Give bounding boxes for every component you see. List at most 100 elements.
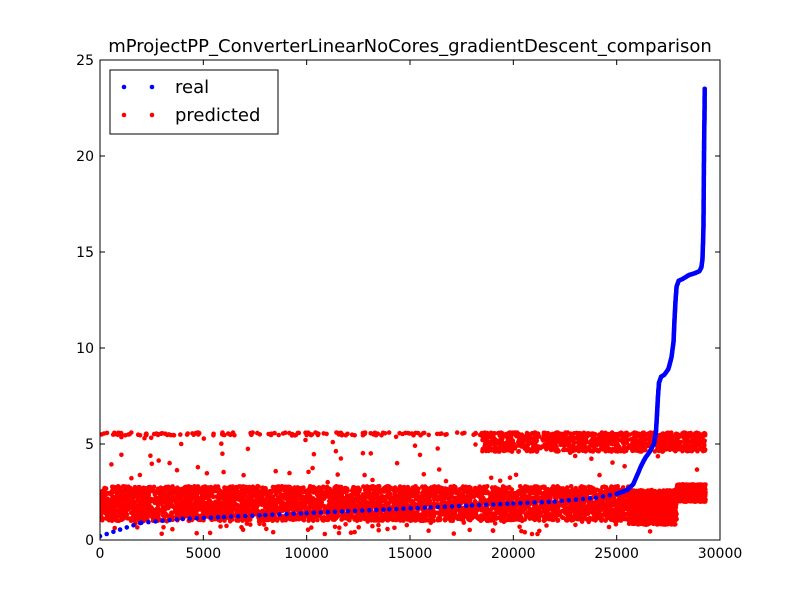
data-point-predicted	[572, 507, 578, 512]
data-point-predicted	[287, 485, 293, 491]
data-point-predicted	[266, 490, 272, 495]
data-point-predicted	[435, 510, 440, 515]
data-point-predicted	[444, 516, 450, 521]
data-point-predicted	[249, 503, 255, 509]
data-point-predicted	[648, 488, 654, 493]
data-point-predicted	[159, 498, 165, 504]
data-point-predicted	[615, 484, 620, 489]
data-point-predicted	[230, 507, 235, 513]
data-point-predicted	[268, 505, 274, 511]
data-point-predicted	[301, 517, 307, 523]
data-point-predicted	[579, 509, 584, 515]
data-point-predicted	[100, 516, 105, 521]
data-point-predicted	[102, 496, 108, 502]
data-point-predicted	[190, 495, 196, 500]
data-point-predicted	[347, 517, 352, 523]
data-point-predicted	[103, 486, 109, 491]
data-point-predicted	[351, 497, 357, 503]
data-point-predicted	[304, 499, 310, 505]
data-point-predicted	[541, 507, 546, 513]
data-point-predicted	[614, 511, 620, 516]
data-point-predicted	[383, 496, 388, 502]
data-point-predicted	[536, 506, 541, 512]
data-point-predicted	[114, 503, 119, 508]
data-point-predicted	[166, 491, 172, 497]
data-point-predicted	[287, 494, 292, 499]
data-point-predicted	[482, 490, 488, 495]
data-point-predicted	[541, 518, 547, 524]
data-point-predicted	[521, 493, 526, 498]
data-point-predicted	[508, 511, 513, 517]
data-point-predicted	[170, 486, 175, 492]
data-point-predicted	[133, 504, 138, 509]
data-point-predicted	[383, 516, 389, 521]
data-point-predicted	[106, 499, 111, 505]
data-point-predicted	[291, 517, 297, 522]
data-point-predicted	[110, 494, 115, 499]
data-point-predicted	[479, 485, 485, 491]
data-point-predicted	[620, 508, 626, 513]
data-point-predicted	[315, 517, 320, 523]
data-point-predicted	[224, 509, 229, 515]
data-point-predicted	[565, 492, 571, 497]
data-point-predicted	[614, 505, 620, 511]
data-point-predicted	[457, 512, 463, 518]
data-point-predicted	[175, 485, 180, 491]
data-point-predicted	[342, 487, 347, 493]
data-point-predicted	[257, 489, 262, 495]
data-point-predicted	[425, 500, 431, 506]
data-point-predicted	[118, 513, 123, 519]
data-point-predicted	[209, 485, 215, 491]
data-point-predicted	[324, 504, 329, 510]
data-point-predicted	[589, 489, 595, 495]
data-point-predicted	[252, 498, 258, 503]
data-point-predicted	[597, 508, 602, 513]
data-point-predicted	[230, 484, 235, 489]
data-point-predicted	[572, 502, 577, 508]
data-point-predicted	[533, 495, 538, 501]
data-point-predicted	[133, 513, 138, 519]
data-point-predicted	[471, 494, 477, 500]
data-point-predicted	[188, 502, 194, 508]
data-point-predicted	[549, 486, 555, 491]
data-point-predicted	[420, 501, 426, 506]
data-point-predicted	[275, 495, 281, 501]
data-point-predicted	[409, 500, 414, 505]
data-point-predicted	[621, 499, 626, 505]
data-point-predicted	[508, 494, 514, 499]
data-point-predicted	[569, 517, 575, 523]
data-point-predicted	[573, 488, 578, 494]
data-point-predicted	[463, 512, 469, 517]
data-point-predicted	[301, 485, 306, 490]
data-point-predicted	[199, 507, 204, 513]
data-point-predicted	[415, 511, 421, 517]
data-point-predicted	[198, 498, 203, 504]
data-point-predicted	[206, 493, 211, 499]
data-point-predicted	[554, 494, 560, 500]
data-point-predicted	[238, 484, 243, 489]
data-point-predicted	[423, 518, 428, 523]
data-point-predicted	[493, 510, 499, 516]
data-point-predicted	[585, 511, 590, 517]
data-point-predicted	[340, 502, 346, 508]
data-point-predicted	[145, 492, 151, 498]
data-point-predicted	[124, 512, 130, 517]
data-point-predicted	[431, 495, 437, 500]
data-point-predicted	[152, 488, 157, 494]
data-point-predicted	[477, 493, 483, 499]
data-point-predicted	[271, 501, 277, 506]
data-point-predicted	[580, 502, 586, 507]
data-point-predicted	[617, 499, 622, 504]
data-point-predicted	[349, 488, 355, 494]
data-point-predicted	[588, 485, 594, 490]
data-point-predicted	[172, 497, 177, 503]
data-point-predicted	[126, 495, 132, 500]
data-point-predicted	[301, 489, 306, 495]
data-point-predicted	[313, 490, 319, 495]
data-point-predicted	[147, 501, 152, 507]
data-point-predicted	[444, 492, 449, 498]
data-point-predicted	[243, 484, 249, 490]
data-point-predicted	[563, 517, 569, 523]
data-point-predicted	[488, 518, 494, 523]
